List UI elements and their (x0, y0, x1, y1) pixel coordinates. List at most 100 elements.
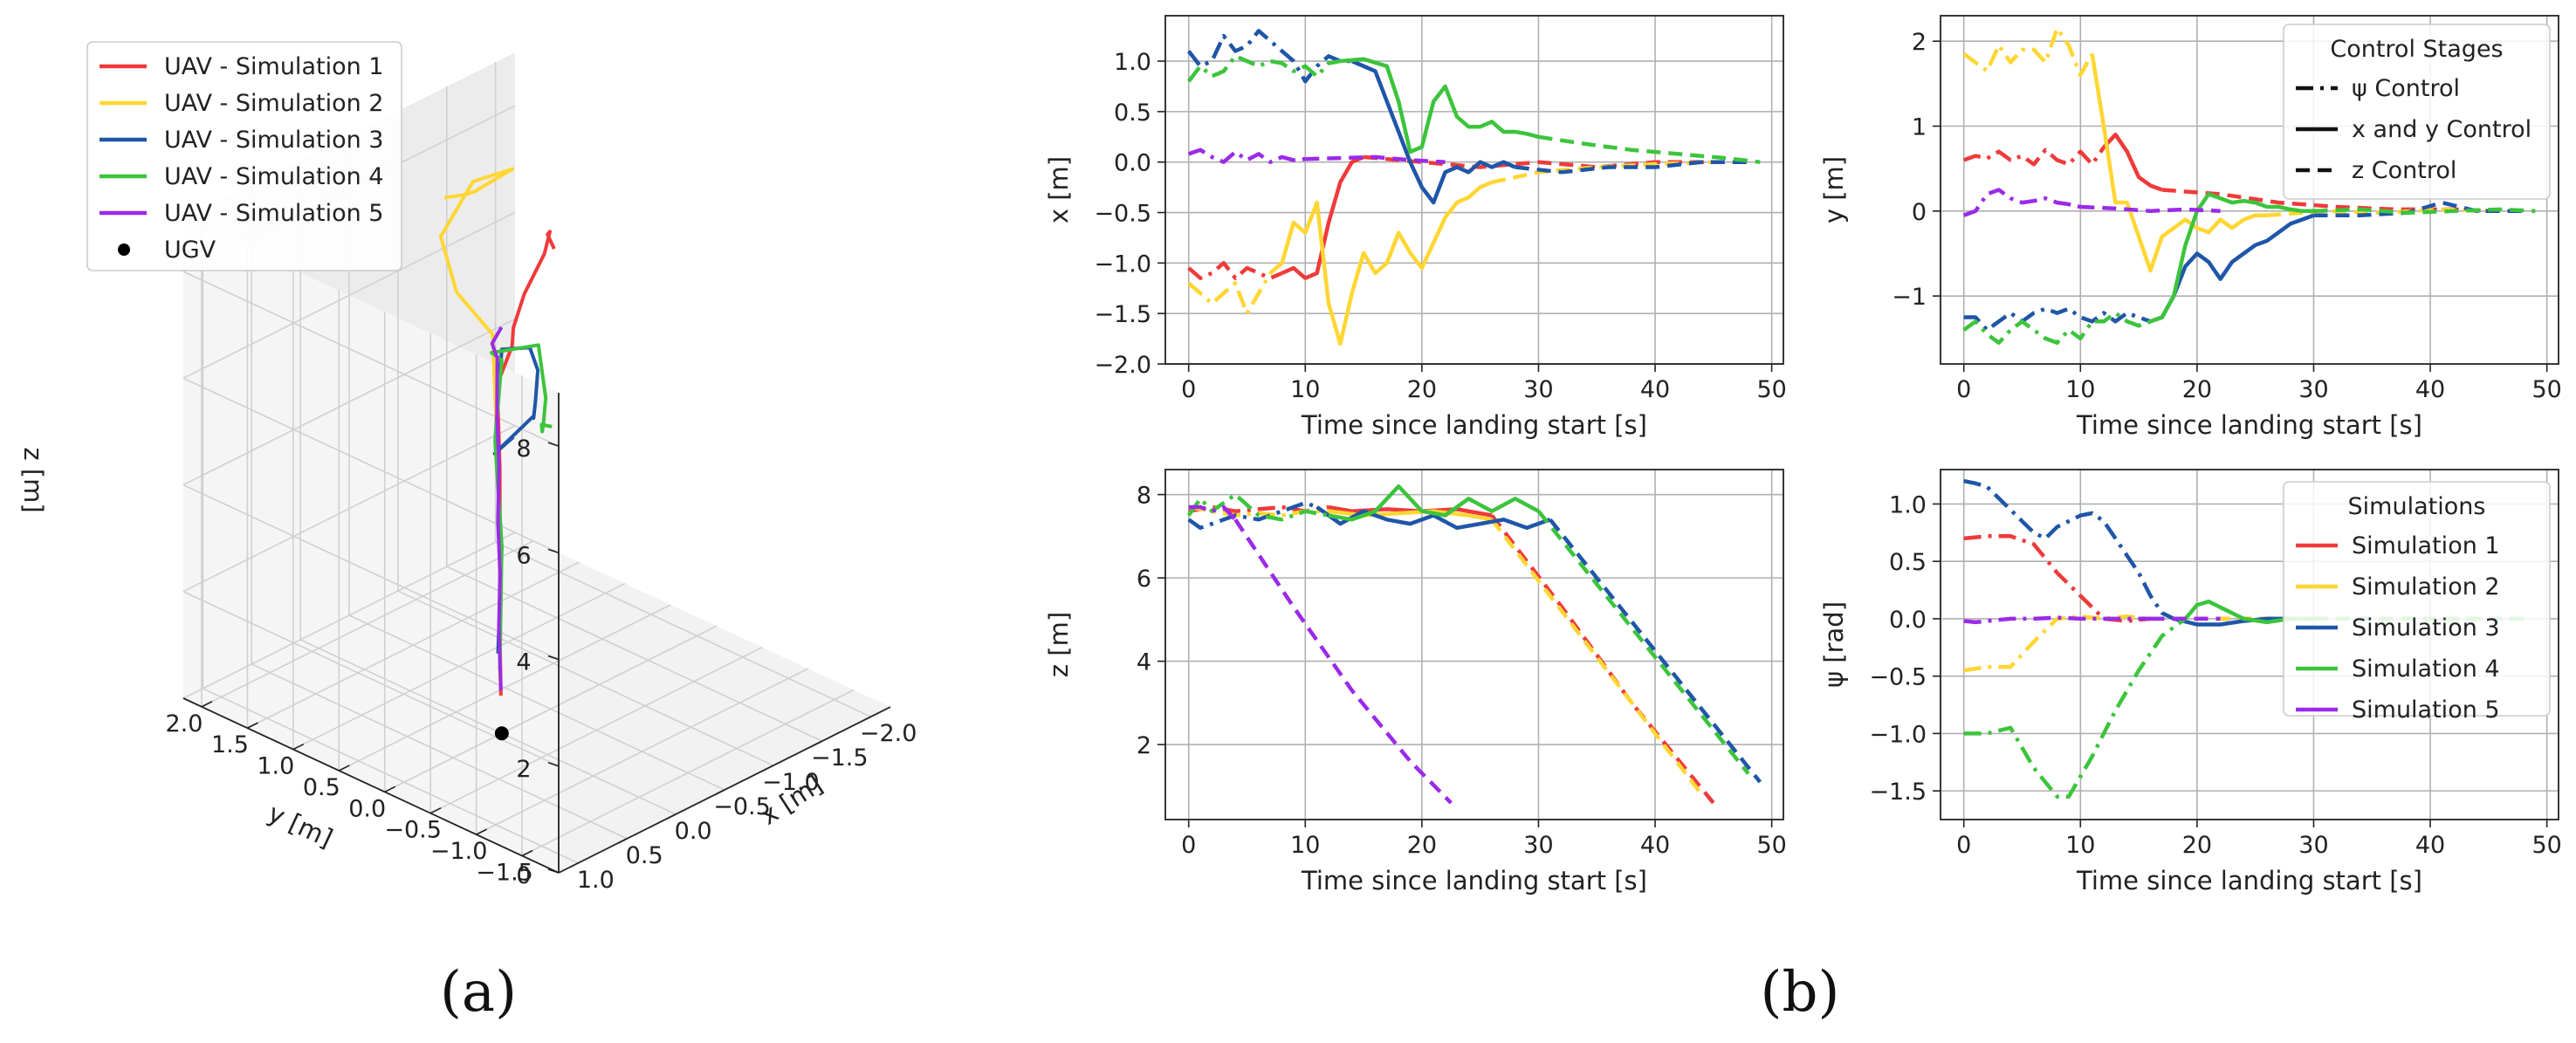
grid-line-3d (476, 668, 808, 835)
series-line-solid (2149, 213, 2315, 324)
z-tick-label: 0 (516, 862, 531, 889)
grid-line-3d (338, 604, 671, 772)
y-tick-mark (201, 701, 213, 708)
plot-frame (1940, 469, 2559, 820)
grid-line-3d (182, 532, 516, 699)
y-tick-mark (476, 828, 487, 835)
z-tick-mark (547, 655, 560, 661)
caption-a: (a) (440, 960, 517, 1025)
y-tick-mark (292, 743, 305, 751)
y-tick-label: 1.0 (1889, 491, 1927, 518)
x-tick-label: 50 (2531, 832, 2561, 859)
series-line-solid (1268, 180, 1493, 347)
x-axis-label: Time since landing start [s] (2076, 866, 2422, 895)
legend-box (2283, 481, 2551, 717)
series-line-dashed (1490, 514, 1715, 805)
grid-line-3d (299, 639, 677, 815)
series-line-dashed (2313, 200, 2524, 217)
x-tick-label: 0 (1181, 832, 1196, 859)
plot-frame (1164, 15, 1784, 365)
y-tick-label: 0.0 (1889, 607, 1927, 634)
legend-swatch (118, 244, 130, 256)
series-line-solid (1340, 57, 1540, 154)
series-line-dashed (2313, 207, 2536, 216)
series-line-solid (2149, 192, 2314, 324)
series-lines (1186, 29, 1761, 347)
grid-line-3d (182, 211, 516, 380)
z-tick-label: 2 (516, 756, 531, 783)
y-vs-time-plot: 0 10 20 30 40 50 −1 0 1 2 Time since landing start… (1819, 15, 2562, 440)
x-tick-mark (862, 716, 872, 722)
x-tick-mark (715, 789, 725, 795)
trajectory-3d-plot: 1.00.50.0−0.5−1.0−1.5−2.0−1.5−1.0−0.50.0… (18, 41, 917, 894)
series-line-solid (2090, 53, 2267, 273)
x-tick-label: 30 (2298, 832, 2328, 859)
trajectory-line (490, 326, 504, 690)
y-tick-label: −1.5 (1094, 301, 1151, 328)
x-tick-label: 50 (1756, 376, 1786, 403)
x-tick-label: 40 (2415, 376, 2445, 403)
legend-label: UAV - Simulation 2 (164, 90, 383, 117)
y-axis-label: z [m] (1044, 612, 1074, 677)
x-tick-label: 40 (1640, 832, 1670, 859)
y-tick-label: 0.0 (348, 795, 386, 822)
grid-line-3d (182, 318, 516, 486)
z-tick-mark (547, 868, 560, 874)
series-line-dashed (1363, 154, 1714, 169)
x-tick-label: 0 (1956, 832, 1971, 859)
series-line-dashed (1305, 154, 1446, 164)
y-tick-mark (384, 786, 396, 793)
series-line-solid (1350, 58, 1516, 205)
x-tick-label: 10 (1290, 376, 1320, 403)
y-tick-label: −2.0 (1094, 352, 1151, 379)
y-tick-label: 0.0 (1114, 150, 1151, 177)
y-tick-mark (521, 849, 533, 857)
series-line-dashed (1538, 134, 1761, 164)
x-vs-time-plot: 0 10 20 30 40 50 −2.0 −1.5 −1.0 −0.5 0.0 0.5 1.0 Time… (1044, 15, 1787, 440)
trajectory-lines (438, 167, 556, 696)
side-pane (183, 218, 559, 873)
y-tick-label: −0.5 (1094, 201, 1151, 228)
x-tick-label: −1.5 (811, 745, 869, 772)
x-tick-label: 10 (2065, 376, 2095, 403)
legend-label: UAV - Simulation 1 (164, 53, 383, 80)
x-tick-label: 0.0 (675, 818, 712, 845)
series-line-dashdot (1187, 500, 1318, 531)
y-tick-mark (429, 806, 442, 814)
y-tick-label: 0.5 (303, 774, 340, 801)
z-tick-mark (547, 442, 560, 447)
series-line-dashdot (1963, 617, 2187, 799)
y-axis-label: x [m] (1044, 156, 1074, 223)
x-tick-label: 0 (1181, 376, 1196, 403)
x-tick-label: 40 (2415, 832, 2445, 859)
y-tick-mark (338, 765, 350, 772)
legend-label: Simulation 2 (2352, 573, 2500, 600)
legend-label: UGV (164, 237, 216, 264)
z-tick-label: 4 (516, 649, 531, 676)
x-axis-label: Time since landing start [s] (1301, 410, 1647, 440)
y-tick-label: −1.5 (1869, 779, 1927, 806)
y-tick-label: 0.5 (1114, 99, 1151, 127)
legend-label: Simulation 3 (2352, 614, 2500, 642)
y-axis-label: y [m] (1819, 156, 1849, 223)
x-tick-mark (813, 740, 823, 746)
series-line-dashdot (1963, 615, 2151, 625)
series-line-dashdot (1187, 261, 1283, 280)
x-axis-label: Time since landing start [s] (2076, 410, 2422, 440)
grid-line-3d (251, 663, 628, 840)
plot-frame (1940, 15, 2559, 365)
legend-label: ψ Control (2352, 75, 2460, 102)
y-tick-mark (247, 722, 258, 729)
ugv-marker (494, 726, 509, 741)
series-line-solid (2102, 132, 2163, 192)
y-tick-label: 1 (1912, 114, 1927, 141)
series-line-dashed (1536, 510, 1750, 775)
x-tick-label: −1.0 (762, 769, 820, 796)
series-line-dashdot (1962, 146, 2105, 167)
y-axis-line (182, 697, 560, 874)
legend-label: UAV - Simulation 3 (164, 127, 383, 154)
x-tick-label: 30 (1523, 832, 1553, 859)
grid-line-3d (384, 625, 718, 793)
legend: Simulations Simulation 1 Simulation 2 Simul… (2283, 481, 2551, 724)
